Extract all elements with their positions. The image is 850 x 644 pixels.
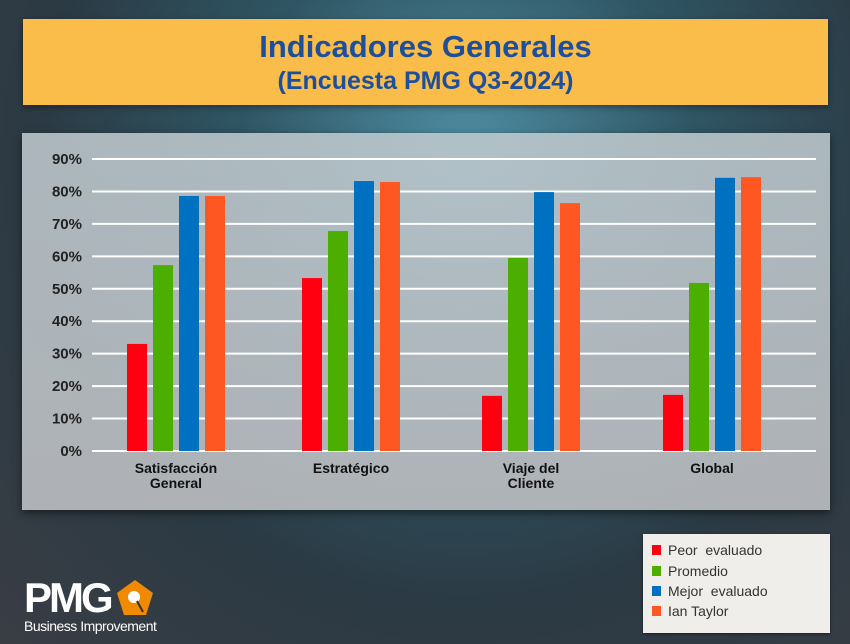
bar-ian-taylor xyxy=(560,203,580,451)
legend-item-peor: Peor evaluado xyxy=(652,542,762,558)
legend-label: Peor evaluado xyxy=(668,542,763,558)
logo-tagline: Business Improvement xyxy=(24,618,157,634)
x-tick-label: Viaje del xyxy=(503,460,560,476)
legend-item-mejor: Mejor evaluado xyxy=(652,583,768,599)
x-tick-label: Cliente xyxy=(508,475,555,491)
bar-peor-evaluado xyxy=(482,395,502,451)
x-tick-label: General xyxy=(150,475,202,491)
bar-mejor-evaluado xyxy=(534,192,554,452)
y-tick-label: 90% xyxy=(52,151,82,168)
y-tick-label: 70% xyxy=(52,216,82,233)
title-banner: Indicadores Generales (Encuesta PMG Q3-2… xyxy=(23,19,828,105)
bar-promedio xyxy=(508,257,528,451)
chart-title: Indicadores Generales xyxy=(259,29,592,64)
bar-mejor-evaluado xyxy=(179,195,199,451)
bar-promedio xyxy=(689,282,709,451)
y-tick-label: 0% xyxy=(60,443,82,460)
bar-chart: 0% 10% 20% 30% 40% 50% 60% 70% 80% 90% Satisfacció… xyxy=(52,151,816,491)
y-tick-label: 30% xyxy=(52,346,82,363)
y-tick-label: 20% xyxy=(52,378,82,395)
chart-panel: 0% 10% 20% 30% 40% 50% 60% 70% 80% 90% Satisfacció… xyxy=(22,133,830,510)
y-tick-label: 10% xyxy=(52,411,82,428)
x-tick-label: Estratégico xyxy=(313,460,389,476)
legend-swatch xyxy=(652,606,661,616)
logo-brand: PMG xyxy=(24,574,114,621)
y-tick-label: 80% xyxy=(52,183,82,200)
legend-item-ian-taylor: Ian Taylor xyxy=(652,603,728,619)
legend-item-promedio: Promedio xyxy=(652,563,728,579)
x-tick-label: Global xyxy=(690,460,734,476)
x-tick-label: Satisfacción xyxy=(135,460,217,476)
bar-peor-evaluado xyxy=(663,394,683,451)
legend: Peor evaluado Promedio Mejor evaluado Ia… xyxy=(643,534,830,633)
legend-swatch xyxy=(652,566,661,576)
bar-peor-evaluado xyxy=(302,278,322,451)
pmg-logo: PMG Business Improvement xyxy=(24,574,157,635)
legend-swatch xyxy=(652,586,661,596)
bar-ian-taylor xyxy=(741,177,761,451)
y-tick-label: 40% xyxy=(52,313,82,330)
bar-mejor-evaluado xyxy=(354,181,374,451)
logo-pentagon-icon xyxy=(116,580,153,615)
bar-promedio xyxy=(153,265,173,451)
bar-peor-evaluado xyxy=(127,343,147,451)
bar-promedio xyxy=(328,231,348,451)
bar-ian-taylor xyxy=(380,182,400,451)
legend-label: Promedio xyxy=(668,563,728,579)
bar-ian-taylor xyxy=(205,195,225,451)
y-tick-label: 60% xyxy=(52,248,82,265)
legend-label: Ian Taylor xyxy=(668,603,729,619)
y-tick-label: 50% xyxy=(52,281,82,298)
legend-label: Mejor evaluado xyxy=(668,583,768,599)
bar-mejor-evaluado xyxy=(715,177,735,451)
legend-swatch xyxy=(652,545,661,555)
chart-subtitle: (Encuesta PMG Q3-2024) xyxy=(277,67,574,95)
